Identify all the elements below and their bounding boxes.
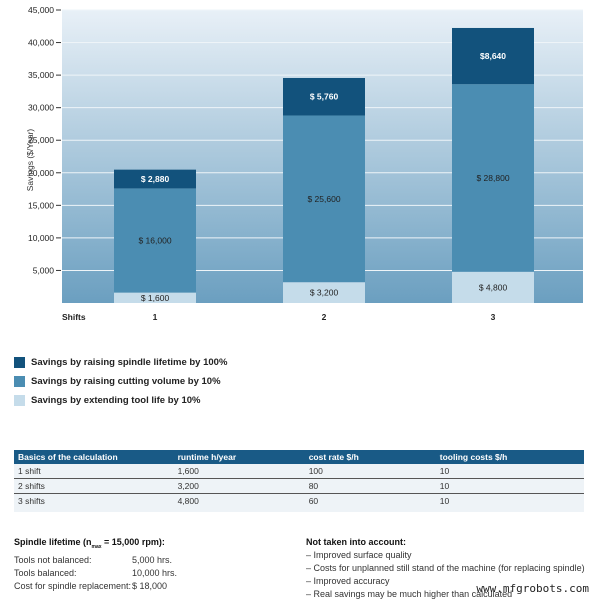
cell: 3 shifts bbox=[18, 496, 45, 506]
spindle-title: Spindle lifetime (nmax = 15,000 rpm): bbox=[14, 537, 165, 550]
data-label: $8,640 bbox=[480, 51, 506, 61]
legend-item-spindle: Savings by raising spindle lifetime by 1… bbox=[14, 357, 227, 368]
spindle-title-rest: = 15,000 rpm): bbox=[101, 537, 165, 547]
spindle-row: Tools not balanced: 5,000 hrs. bbox=[14, 554, 177, 567]
row-value: $ 18,000 bbox=[132, 580, 168, 591]
note-item: – Improved surface quality bbox=[306, 550, 412, 560]
y-tick-label: 15,000 bbox=[28, 200, 54, 210]
row-label: Tools balanced: bbox=[14, 567, 77, 578]
header-cell: runtime h/year bbox=[173, 450, 305, 464]
spindle-subscript: max bbox=[91, 543, 102, 550]
y-tick-label: 45,000 bbox=[28, 5, 54, 15]
legend-item-cutting: Savings by raising cutting volume by 10% bbox=[14, 376, 221, 387]
data-label: $ 1,600 bbox=[141, 293, 170, 303]
y-axis-label: Savings ($/Year) bbox=[25, 129, 35, 192]
x-tick-label: 3 bbox=[491, 312, 496, 322]
row-value: 5,000 hrs. bbox=[132, 554, 173, 565]
x-axis-label: Shifts bbox=[62, 312, 86, 322]
row-value: 10,000 hrs. bbox=[132, 567, 178, 578]
cell: 4,800 bbox=[177, 496, 199, 506]
not-taken-into-account: Not taken into account: – Improved surfa… bbox=[306, 536, 585, 601]
spindle-lifetime-notes: Spindle lifetime (nmax = 15,000 rpm): To… bbox=[14, 536, 177, 593]
bar-segment bbox=[452, 271, 534, 303]
note-item: – Real savings may be much higher than c… bbox=[306, 589, 513, 599]
data-label: $ 4,800 bbox=[479, 282, 508, 292]
spindle-row: Cost for spindle replacement: $ 18,000 bbox=[14, 580, 177, 593]
cell: 1 shift bbox=[14, 464, 174, 479]
stacked-bar-chart: $ 1,600 $ 16,000 $ 2,880 $ 3,200 $ 25,600 $ 5… bbox=[25, 5, 583, 322]
table-row: 1 shift 1,600 100 10 bbox=[14, 464, 584, 479]
cell: 100 bbox=[304, 464, 436, 479]
data-label: $ 5,760 bbox=[310, 92, 339, 102]
spindle-title-text: Spindle lifetime (n bbox=[14, 537, 92, 547]
x-tick-label: 2 bbox=[322, 312, 327, 322]
y-tick-label: 40,000 bbox=[28, 38, 54, 48]
bar-segment bbox=[114, 169, 196, 189]
cell: 10 bbox=[435, 464, 584, 479]
legend-item-tool-life: Savings by extending tool life by 10% bbox=[14, 395, 200, 406]
legend-label: Savings by raising spindle lifetime by 1… bbox=[31, 357, 228, 368]
cell: 10 bbox=[439, 496, 450, 506]
legend-swatch bbox=[14, 395, 25, 406]
cell: 80 bbox=[304, 478, 436, 494]
header-cell: Basics of the calculation bbox=[14, 450, 174, 464]
watermark: www.mfgrobots.com bbox=[476, 582, 589, 595]
note-item: – Improved accuracy bbox=[306, 576, 390, 586]
calculation-table: Basics of the calculation runtime h/year… bbox=[14, 450, 584, 512]
bar-segment bbox=[283, 77, 365, 116]
bar-segment bbox=[452, 27, 534, 85]
y-tick-label: 35,000 bbox=[28, 70, 54, 80]
table-header: Basics of the calculation runtime h/year… bbox=[14, 450, 584, 464]
y-tick-label: 20,000 bbox=[28, 168, 54, 178]
row-label: Cost for spindle replacement: bbox=[14, 580, 132, 591]
y-tick-label: 25,000 bbox=[28, 135, 54, 145]
legend-swatch bbox=[14, 376, 25, 387]
data-label: $ 28,800 bbox=[476, 173, 509, 183]
data-label: $ 16,000 bbox=[138, 235, 171, 245]
legend-swatch bbox=[14, 357, 25, 368]
y-tick-label: 5,000 bbox=[33, 265, 55, 275]
data-label: $ 3,200 bbox=[310, 288, 339, 298]
bar-segment bbox=[114, 188, 196, 293]
legend-label: Savings by raising cutting volume by 10% bbox=[31, 376, 221, 387]
bar-segment bbox=[114, 292, 196, 303]
bar-segment bbox=[283, 282, 365, 303]
legend-label: Savings by extending tool life by 10% bbox=[31, 395, 201, 406]
cell: 2 shifts bbox=[14, 478, 174, 494]
note-item: – Costs for unplanned still stand of the… bbox=[306, 563, 585, 573]
table-row: 2 shifts 3,200 80 10 bbox=[14, 478, 584, 494]
data-label: $ 2,880 bbox=[141, 174, 170, 184]
cell: 10 bbox=[435, 478, 584, 494]
cell: 3,200 bbox=[173, 478, 305, 494]
table-row: 3 shifts 4,800 60 10 bbox=[14, 494, 584, 513]
header-cell: cost rate $/h bbox=[304, 450, 436, 464]
bar-segment bbox=[283, 115, 365, 283]
y-tick-label: 30,000 bbox=[28, 103, 54, 113]
data-label: $ 25,600 bbox=[307, 194, 340, 204]
cell: 1,600 bbox=[173, 464, 305, 479]
bar-segment bbox=[452, 84, 534, 272]
x-tick-label: 1 bbox=[153, 312, 158, 322]
header-cell: tooling costs $/h bbox=[435, 450, 584, 464]
not-taken-title: Not taken into account: bbox=[306, 537, 407, 547]
y-tick-label: 10,000 bbox=[28, 233, 54, 243]
spindle-row: Tools balanced: 10,000 hrs. bbox=[14, 567, 177, 580]
cell: 60 bbox=[308, 496, 319, 506]
row-label: Tools not balanced: bbox=[14, 554, 92, 565]
